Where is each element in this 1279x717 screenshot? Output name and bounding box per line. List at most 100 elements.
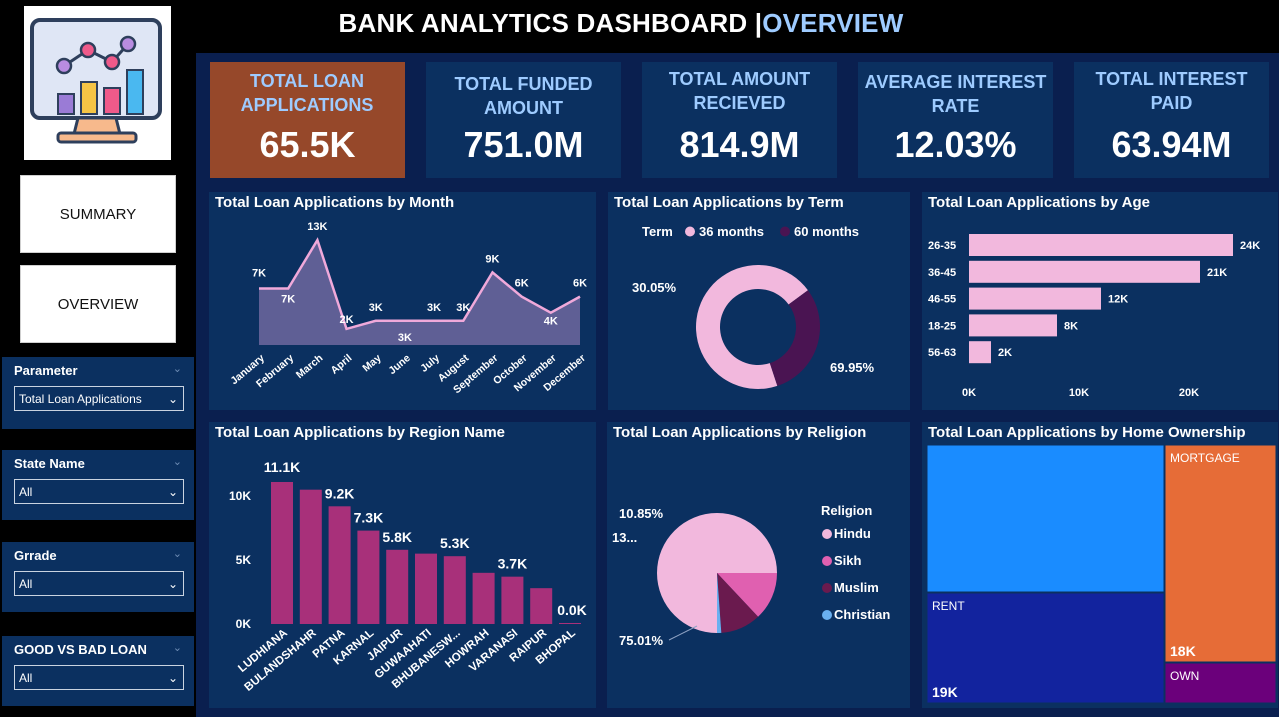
legend-item[interactable]: Hindu <box>834 526 871 541</box>
bar[interactable] <box>969 260 1200 283</box>
bar[interactable] <box>530 588 553 624</box>
religion-chart-panel: Total Loan Applications by Religion 10.8… <box>607 422 910 708</box>
bar[interactable] <box>969 234 1233 256</box>
slice-36-months[interactable] <box>696 265 808 389</box>
grade-filter: Grrade ⌄ All ⌄ <box>2 542 194 612</box>
treemap-tile[interactable] <box>1164 444 1277 663</box>
legend-item[interactable]: Sikh <box>834 553 862 568</box>
data-label: 3K <box>369 302 383 314</box>
legend-dot <box>822 610 832 620</box>
slice-christian[interactable] <box>717 573 722 633</box>
slice-muslim[interactable] <box>717 573 759 633</box>
area-fill <box>259 240 580 345</box>
summary-button[interactable]: SUMMARY <box>20 175 176 253</box>
term-chart-panel: Total Loan Applications by Term Term 36 m… <box>608 192 910 410</box>
kpi-label: TOTAL LOAN APPLICATIONS <box>240 71 374 115</box>
select-value: All <box>19 670 33 685</box>
overview-button[interactable]: OVERVIEW <box>20 265 176 343</box>
data-label: 7K <box>252 268 266 280</box>
data-label: 75.01% <box>619 633 664 648</box>
kpi-total-amount-received[interactable]: TOTAL AMOUNT RECIEVED 814.9M <box>642 62 837 178</box>
good-vs-bad-loan-select[interactable]: All ⌄ <box>14 665 184 690</box>
filter-label: GOOD VS BAD LOAN <box>14 642 147 657</box>
legend-item[interactable]: 36 months <box>699 224 764 239</box>
home-ownership-panel: Total Loan Applications by Home Ownershi… <box>922 422 1278 708</box>
bar[interactable] <box>501 576 524 624</box>
legend-item[interactable]: Muslim <box>834 580 879 595</box>
bar[interactable] <box>271 482 293 624</box>
bar[interactable] <box>969 287 1101 310</box>
bar[interactable] <box>299 489 322 624</box>
kpi-average-interest-rate[interactable]: AVERAGE INTEREST RATE 12.03% <box>858 62 1053 178</box>
kpi-total-interest-paid[interactable]: TOTAL INTEREST PAID 63.94M <box>1074 62 1269 178</box>
treemap-tile[interactable] <box>1164 662 1277 704</box>
bar[interactable] <box>969 314 1057 337</box>
legend-item[interactable]: Christian <box>834 607 890 622</box>
region-column-chart[interactable]: 0K5K10K11.1KLUDHIANABULANDSHAHR9.2KPATNA… <box>209 422 596 708</box>
bar[interactable] <box>415 553 437 624</box>
kpi-label: TOTAL FUNDED AMOUNT <box>454 74 593 118</box>
region-chart-panel: Total Loan Applications by Region Name 0… <box>209 422 596 708</box>
y-tick-label: 36-45 <box>928 267 956 279</box>
religion-pie-chart[interactable]: 10.85% 13... 75.01% Religion Hindu Sikh Muslim… <box>607 422 910 708</box>
parameter-select[interactable]: Total Loan Applications ⌄ <box>14 386 184 411</box>
data-label: 5.8K <box>382 529 412 545</box>
treemap-tile[interactable] <box>926 444 1165 593</box>
x-tick-label: 20K <box>1179 387 1199 399</box>
kpi-total-funded-amount[interactable]: TOTAL FUNDED AMOUNT 751.0M <box>426 62 621 178</box>
chevron-down-icon[interactable]: ⌄ <box>172 363 182 375</box>
bar[interactable] <box>328 506 351 624</box>
chevron-down-icon[interactable]: ⌄ <box>172 642 182 654</box>
chevron-down-icon: ⌄ <box>167 576 178 591</box>
chart-title: Total Loan Applications by Month <box>215 194 455 211</box>
data-label: 7.3K <box>354 510 384 526</box>
data-label: 6K <box>515 278 529 290</box>
kpi-total-loan-applications[interactable]: TOTAL LOAN APPLICATIONS 65.5K <box>210 62 405 178</box>
x-tick-label: April <box>328 352 354 377</box>
month-area-chart[interactable]: 7KJanuary7KFebruary13KMarch2KApril3KMay3… <box>209 192 596 410</box>
x-tick-label: July <box>418 352 442 375</box>
kpi-value: 751.0M <box>463 124 584 165</box>
chart-title: Total Loan Applications by Home Ownershi… <box>928 424 1246 441</box>
slice-sikh[interactable] <box>717 573 777 617</box>
filter-label: State Name <box>14 456 85 471</box>
legend-dot <box>822 529 832 539</box>
bar[interactable] <box>969 341 991 364</box>
legend-dot <box>822 556 832 566</box>
chart-title: Total Loan Applications by Religion <box>613 424 867 441</box>
tile-label: RENT <box>932 599 965 613</box>
legend-dot <box>780 226 790 237</box>
data-label: 9K <box>485 253 499 265</box>
chevron-down-icon[interactable]: ⌄ <box>172 548 182 560</box>
data-label: 11.1K <box>264 459 301 475</box>
kpi-label: AVERAGE INTEREST RATE <box>864 72 1047 116</box>
chevron-down-icon: ⌄ <box>167 391 178 406</box>
title-main: BANK ANALYTICS DASHBOARD | <box>338 8 763 38</box>
age-chart-panel: Total Loan Applications by Age 26-35 24K 3… <box>922 192 1278 410</box>
term-donut-chart[interactable]: Term 36 months 60 months 69.95% 30.05% <box>608 192 910 410</box>
bar[interactable] <box>386 549 409 624</box>
filter-label: Grrade <box>14 548 57 563</box>
legend-item[interactable]: 60 months <box>794 224 859 239</box>
chart-title: Total Loan Applications by Age <box>928 194 1150 211</box>
bar[interactable] <box>357 530 380 624</box>
data-label: 2K <box>998 347 1012 359</box>
age-bar-chart[interactable]: 26-35 24K 36-45 21K 46-55 12K 18-25 8K 56-63 2K 0K… <box>922 192 1278 410</box>
chevron-down-icon[interactable]: ⌄ <box>172 456 182 468</box>
bar[interactable] <box>559 623 581 624</box>
data-label: 7K <box>281 294 295 306</box>
chart-monitor-icon <box>30 18 162 144</box>
slice-60-months[interactable] <box>769 290 820 386</box>
kpi-value: 63.94M <box>1111 124 1232 165</box>
home-ownership-treemap[interactable]: MORTGAGE 18K RENT 19K OWN <box>922 422 1278 708</box>
chart-title: Total Loan Applications by Term <box>614 194 844 211</box>
treemap-tile[interactable] <box>926 592 1165 704</box>
bar[interactable] <box>443 556 466 624</box>
kpi-label: TOTAL INTEREST PAID <box>1095 69 1248 113</box>
good-vs-bad-loan-filter: GOOD VS BAD LOAN ⌄ All ⌄ <box>2 636 194 706</box>
state-name-select[interactable]: All ⌄ <box>14 479 184 504</box>
bar[interactable] <box>472 572 495 624</box>
data-label: 12K <box>1108 294 1128 306</box>
grade-select[interactable]: All ⌄ <box>14 571 184 596</box>
y-tick-label: 56-63 <box>928 347 956 359</box>
